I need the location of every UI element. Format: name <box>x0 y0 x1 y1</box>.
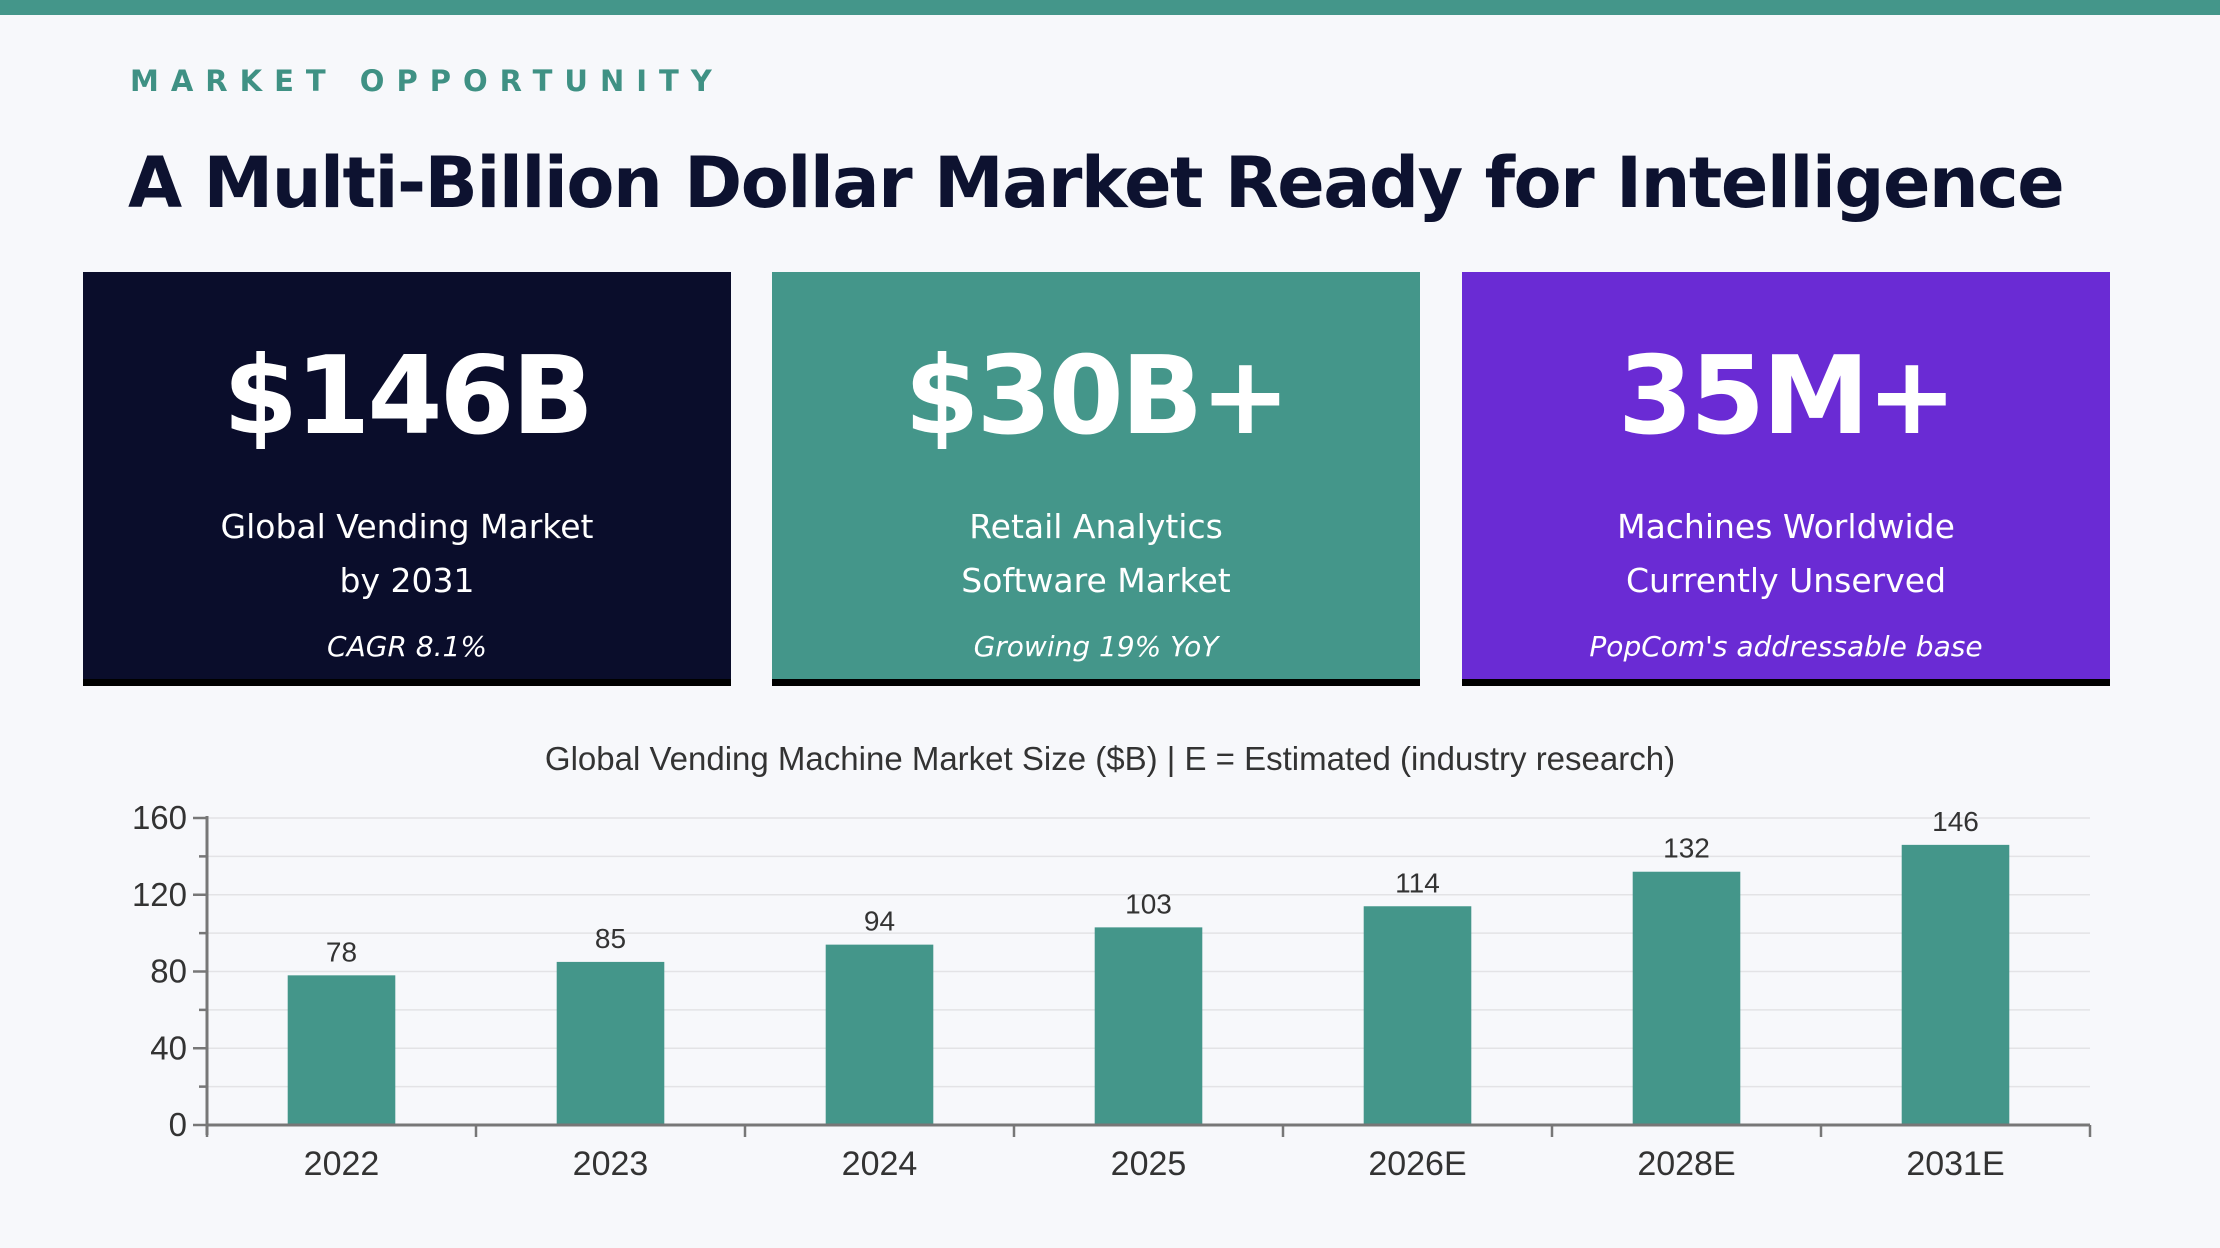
top-accent-bar <box>0 0 2220 15</box>
bar-2023 <box>556 961 665 1125</box>
y-tick-label: 40 <box>150 1029 187 1066</box>
bar-2022 <box>287 975 396 1125</box>
y-tick-label: 120 <box>132 876 187 913</box>
stat-note: CAGR 8.1% <box>327 630 487 663</box>
x-tick-label: 2028E <box>1637 1145 1735 1183</box>
section-eyebrow: MARKET OPPORTUNITY <box>130 64 724 98</box>
x-tick-label: 2025 <box>1111 1145 1187 1183</box>
stat-note: PopCom's addressable base <box>1589 630 1983 663</box>
x-tick-label: 2022 <box>304 1145 380 1183</box>
y-tick-label: 160 <box>132 799 187 836</box>
market-size-bar-chart: Global Vending Machine Market Size ($B) … <box>132 740 2092 1183</box>
stat-value: 35M+ <box>1617 334 1957 459</box>
bar-value-label: 94 <box>864 906 895 937</box>
bar-2026E <box>1363 906 1472 1125</box>
bar-2025 <box>1094 927 1203 1125</box>
bar-value-label: 103 <box>1125 888 1172 919</box>
bar-value-label: 132 <box>1663 833 1710 864</box>
stat-note: Growing 19% YoY <box>973 630 1219 663</box>
stat-label-line2: Software Market <box>961 561 1231 600</box>
x-tick-label: 2026E <box>1368 1145 1466 1183</box>
stat-card-retail-analytics: $30B+ Retail Analytics Software Market G… <box>772 272 1420 686</box>
x-tick-label: 2024 <box>842 1145 918 1183</box>
bar-2024 <box>825 944 934 1125</box>
bar-2028E <box>1632 871 1741 1125</box>
stat-label-line1: Machines Worldwide <box>1617 507 1955 546</box>
bar-2031E <box>1901 844 2010 1125</box>
bar-value-label: 85 <box>595 923 626 954</box>
stat-value: $30B+ <box>904 334 1290 459</box>
stat-label-line1: Retail Analytics <box>969 507 1223 546</box>
bar-value-label: 146 <box>1932 806 1979 837</box>
y-tick-label: 0 <box>169 1106 187 1143</box>
x-tick-label: 2031E <box>1906 1145 2004 1183</box>
chart-bars: 78 85 94 103 114 132 146 <box>287 806 2010 1125</box>
chart-axes: 2022 2023 2024 2025 2026E 2028E 2031E 0 40 80 120 1… <box>132 799 2092 1183</box>
stat-label-line2: Currently Unserved <box>1625 561 1947 600</box>
stat-label: Global Vending Market by 2031 <box>83 500 731 608</box>
stat-value: $146B <box>223 334 594 459</box>
stat-label: Machines Worldwide Currently Unserved <box>1462 500 2110 608</box>
stat-label-line2: by 2031 <box>339 561 475 600</box>
bar-value-label: 114 <box>1395 867 1440 898</box>
stat-label-line1: Global Vending Market <box>220 507 594 546</box>
chart-title: Global Vending Machine Market Size ($B) … <box>545 740 1675 777</box>
stat-label: Retail Analytics Software Market <box>772 500 1420 608</box>
x-tick-label: 2023 <box>573 1145 649 1183</box>
bar-value-label: 78 <box>326 936 357 967</box>
stat-card-machines-worldwide: 35M+ Machines Worldwide Currently Unserv… <box>1462 272 2110 686</box>
stat-card-global-vending: $146B Global Vending Market by 2031 CAGR… <box>83 272 731 686</box>
y-tick-label: 80 <box>150 953 187 990</box>
page-title: A Multi-Billion Dollar Market Ready for … <box>128 142 2065 224</box>
